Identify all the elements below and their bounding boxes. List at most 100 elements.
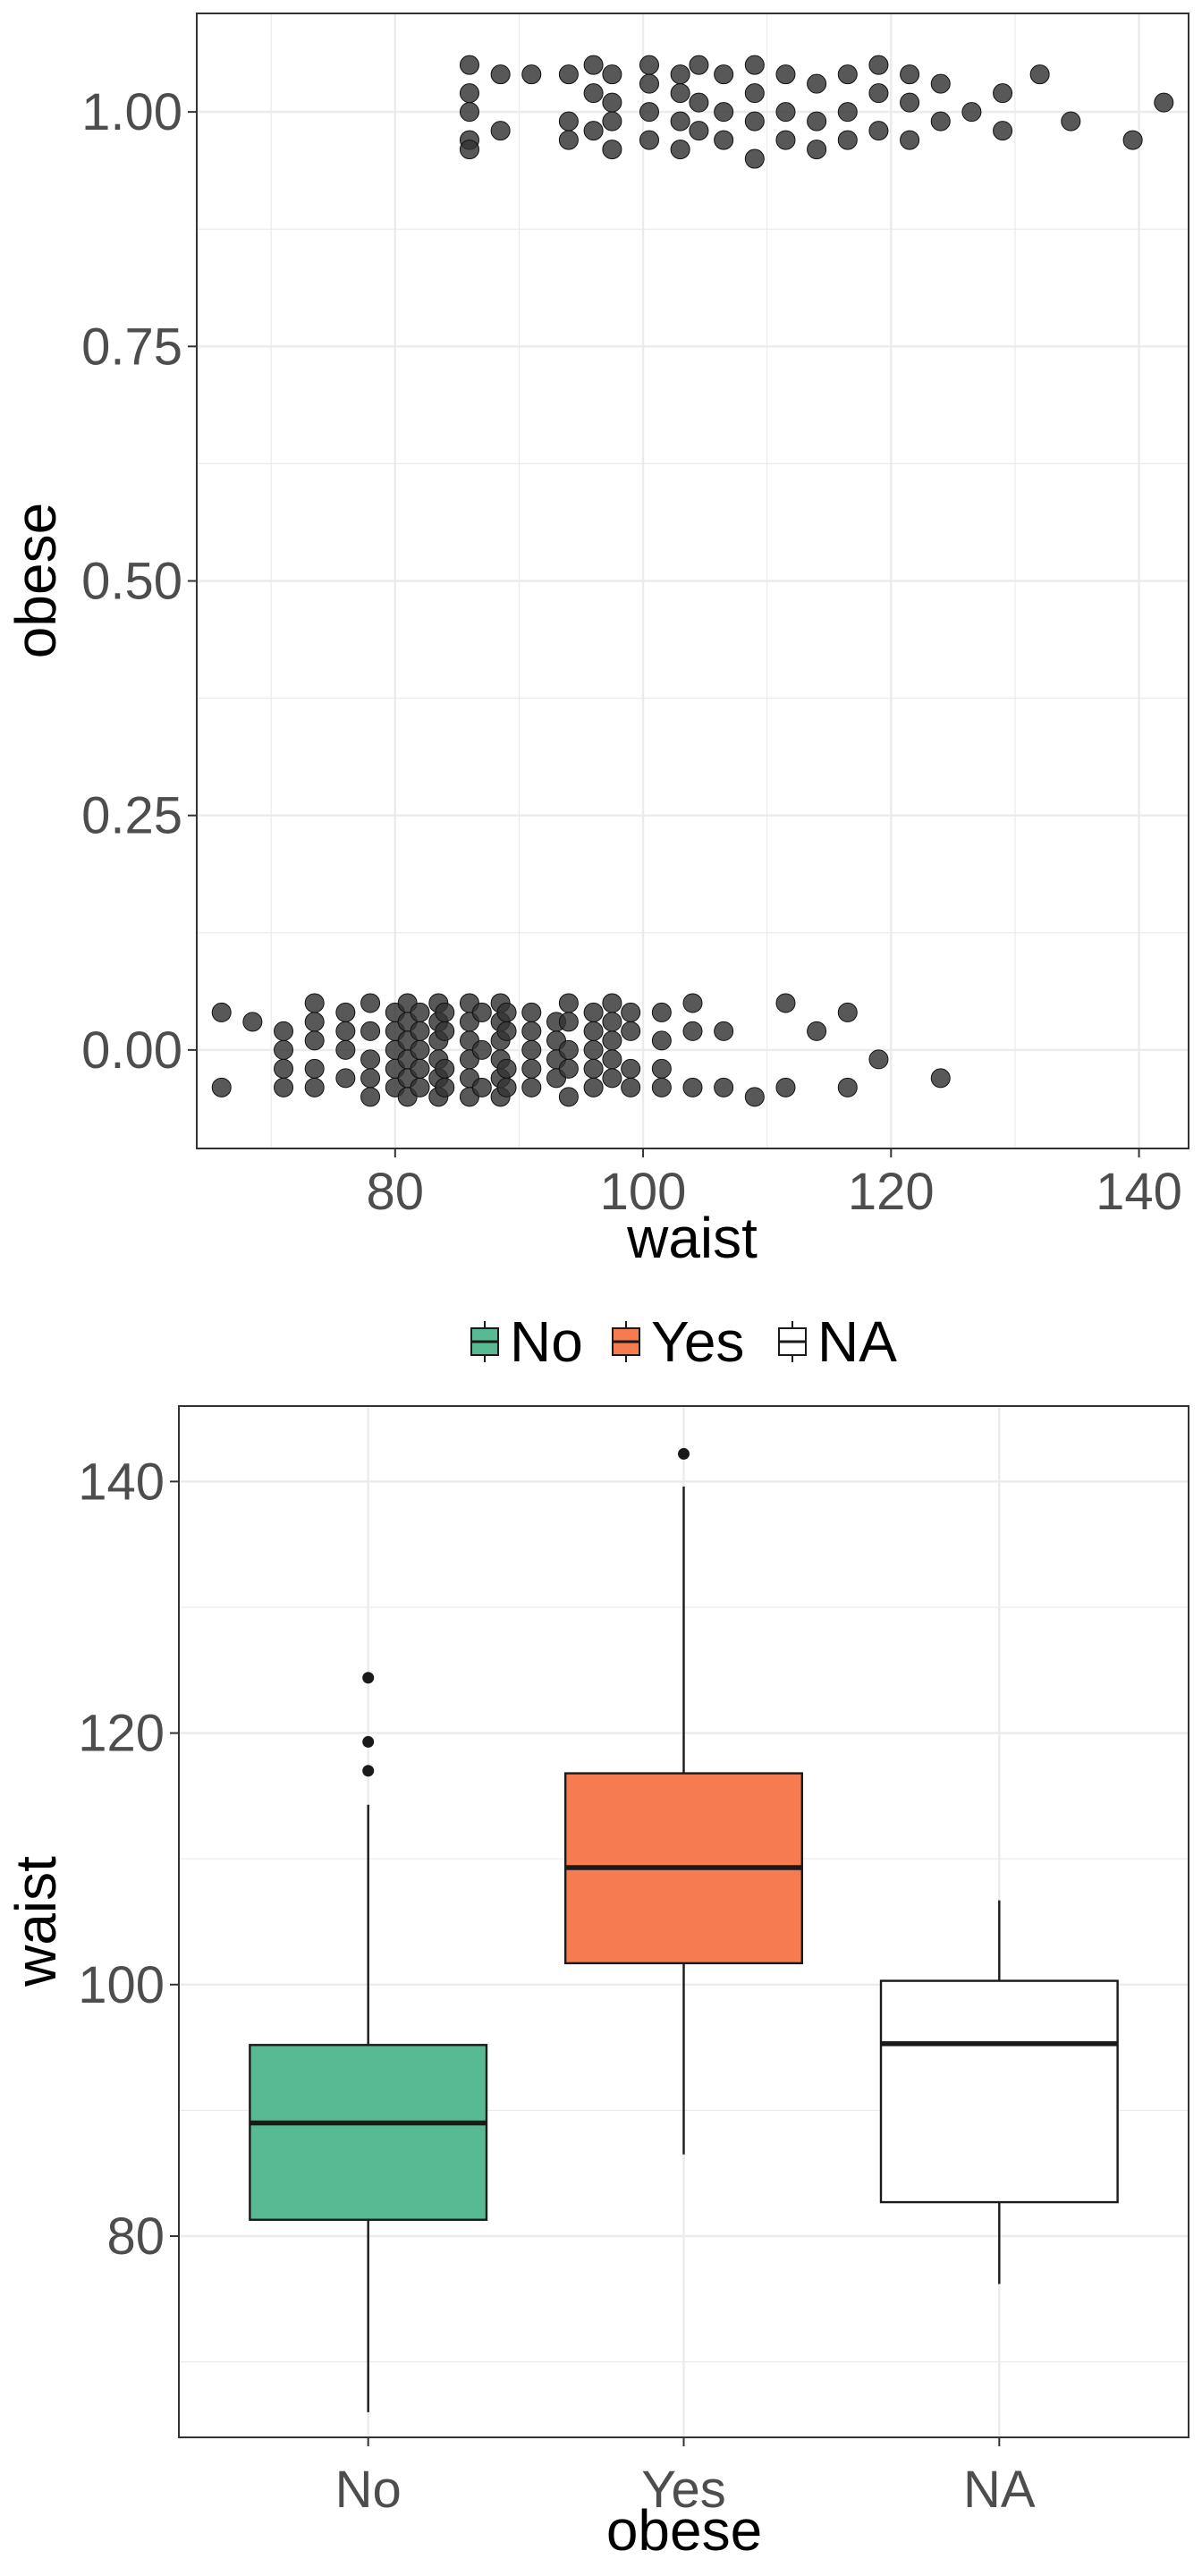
scatter-x-tick-label: 140 <box>1096 1163 1182 1221</box>
scatter-point <box>639 102 659 123</box>
scatter-point <box>639 55 659 75</box>
scatter-point <box>837 64 858 85</box>
scatter-point <box>274 1077 294 1097</box>
scatter-point <box>837 102 858 123</box>
scatter-point <box>304 993 325 1013</box>
scatter-point <box>621 1021 641 1041</box>
scatter-point <box>744 83 765 104</box>
legend-label: No <box>510 1309 583 1374</box>
scatter-point <box>435 1002 455 1022</box>
scatter-point <box>602 1030 622 1051</box>
scatter-point <box>459 55 479 75</box>
scatter-point <box>335 1068 356 1089</box>
scatter-point <box>558 1012 579 1032</box>
scatter-point <box>360 1068 381 1089</box>
scatter-point <box>900 92 920 113</box>
legend-item-na: NA <box>778 1309 897 1374</box>
scatter-point <box>410 1039 430 1060</box>
boxplot-x-tick-label: NA <box>963 2461 1036 2519</box>
scatter-point <box>682 993 703 1013</box>
scatter-point <box>360 1021 381 1041</box>
scatter-point <box>602 1012 622 1032</box>
scatter-point <box>689 92 709 113</box>
scatter-point <box>639 130 659 150</box>
scatter-point <box>651 1077 672 1097</box>
scatter-point <box>521 64 542 85</box>
scatter-point <box>521 1021 542 1041</box>
scatter-y-tick-label: 0.25 <box>81 787 182 845</box>
scatter-x-tick-label: 100 <box>600 1163 687 1221</box>
scatter-point <box>490 121 511 141</box>
scatter-point <box>360 993 381 1013</box>
scatter-point <box>930 111 951 131</box>
scatter-y-tick-label: 1.00 <box>81 83 182 141</box>
scatter-point <box>621 1002 641 1022</box>
scatter-point <box>1061 111 1081 131</box>
scatter-point <box>930 1068 951 1089</box>
scatter-point <box>496 1058 517 1079</box>
scatter-point <box>583 1077 604 1097</box>
boxplot-y-tick-label: 120 <box>78 1705 165 1763</box>
scatter-point <box>304 1058 325 1079</box>
box-outlier-point <box>362 1735 375 1748</box>
scatter-point <box>689 55 709 75</box>
scatter-point <box>602 64 622 85</box>
scatter-point <box>993 83 1013 104</box>
scatter-point <box>775 993 796 1013</box>
scatter-point <box>930 73 951 94</box>
box-outlier-point <box>362 1672 375 1684</box>
scatter-x-axis-title: waist <box>626 1206 758 1270</box>
scatter-point <box>459 140 479 160</box>
box-iqr <box>879 1979 1119 2204</box>
scatter-point <box>837 1002 858 1022</box>
scatter-point <box>670 64 690 85</box>
boxplot-y-axis-title: waist <box>4 1856 68 1987</box>
scatter-point <box>435 1077 455 1097</box>
scatter-y-axis-title: obese <box>4 503 68 658</box>
scatter-point <box>521 1002 542 1022</box>
scatter-point <box>274 1058 294 1079</box>
scatter-point <box>807 140 827 160</box>
scatter-point <box>602 92 622 113</box>
scatter-point <box>775 102 796 123</box>
scatter-point <box>558 111 579 131</box>
scatter-point <box>651 1030 672 1051</box>
scatter-point <box>1154 92 1174 113</box>
scatter-point <box>775 130 796 150</box>
scatter-point <box>274 1021 294 1041</box>
box-no <box>249 1672 488 2412</box>
scatter-point <box>335 1039 356 1060</box>
scatter-point <box>714 1077 734 1097</box>
scatter-point <box>211 1002 232 1022</box>
scatter-y-tick-label: 0.50 <box>81 553 182 611</box>
scatter-point <box>583 121 604 141</box>
scatter-point <box>1122 130 1143 150</box>
scatter-point <box>496 1077 517 1097</box>
scatter-point <box>583 83 604 104</box>
scatter-point <box>1029 64 1050 85</box>
scatter-point <box>558 1039 579 1060</box>
scatter-point <box>304 1012 325 1032</box>
box-iqr <box>249 2044 488 2221</box>
scatter-point <box>496 1021 517 1041</box>
scatter-point <box>744 1087 765 1107</box>
scatter-point <box>868 1049 889 1070</box>
scatter-point <box>521 1039 542 1060</box>
scatter-point <box>459 83 479 104</box>
scatter-point <box>714 1021 734 1041</box>
legend-label: Yes <box>651 1309 744 1374</box>
scatter-points <box>211 55 1174 1107</box>
scatter-x-tick-label: 80 <box>367 1163 425 1221</box>
scatter-point <box>360 1049 381 1070</box>
scatter-y-tick-label: 0.00 <box>81 1021 182 1080</box>
scatter-point <box>459 102 479 123</box>
scatter-point <box>558 1087 579 1107</box>
boxplot-x-axis: No Yes NA <box>335 2437 1036 2519</box>
scatter-point <box>714 130 734 150</box>
scatter-point <box>410 1021 430 1041</box>
scatter-point <box>682 1077 703 1097</box>
boxplot-x-tick-label: Yes <box>641 2461 726 2519</box>
scatter-point <box>558 1058 579 1079</box>
scatter-point <box>961 102 982 123</box>
